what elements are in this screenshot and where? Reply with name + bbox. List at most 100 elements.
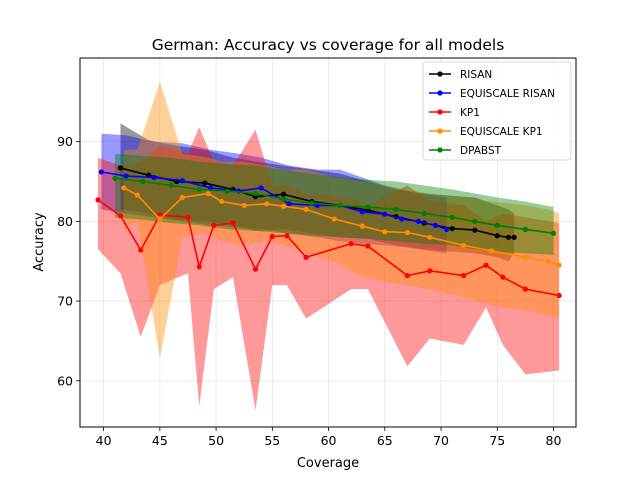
x-tick-label: 70 xyxy=(433,433,449,448)
risan-point xyxy=(202,180,208,186)
equiscale-kp1-point xyxy=(489,248,495,254)
series-lines xyxy=(95,165,562,299)
equiscale-kp1-point xyxy=(545,258,551,264)
equiscale-kp1-point xyxy=(280,203,287,209)
risan-point xyxy=(505,234,512,240)
dpabst-point xyxy=(494,222,500,228)
dpabst-point xyxy=(140,178,146,185)
equiscale-kp1-point xyxy=(241,202,247,209)
kp1-point xyxy=(95,197,101,203)
dpabst-point xyxy=(112,175,118,181)
legend-equiscale-risan-label: EQUISCALE RISAN xyxy=(460,88,555,100)
legend-equiscale-kp1-label: EQUISCALE KP1 xyxy=(460,126,543,138)
equiscale-kp1-point xyxy=(219,198,225,205)
equiscale-risan-point xyxy=(151,174,157,181)
x-tick-label: 65 xyxy=(377,433,393,448)
legend-kp1-marker xyxy=(437,109,443,115)
kp1-point xyxy=(196,264,202,270)
x-tick-label: 55 xyxy=(264,433,280,448)
x-tick-label: 45 xyxy=(152,433,168,448)
kp1-point xyxy=(483,262,489,268)
kp1-point xyxy=(500,274,506,280)
legend-equiscale-kp1-marker xyxy=(437,128,443,134)
kp1-point xyxy=(211,222,217,228)
equiscale-kp1-point xyxy=(179,194,185,201)
equiscale-kp1-point xyxy=(359,223,365,229)
dpabst-point xyxy=(550,230,557,236)
equiscale-kp1-line xyxy=(123,187,560,266)
dpabst-point xyxy=(196,186,202,193)
equiscale-kp1-point xyxy=(134,192,140,198)
kp1-point xyxy=(522,286,528,292)
risan-point xyxy=(280,191,287,197)
x-axis-ticks: 40 45 50 55 60 65 70 75 80 xyxy=(96,427,562,448)
equiscale-kp1-point xyxy=(121,185,127,191)
equiscale-kp1-point xyxy=(556,262,562,268)
equiscale-kp1-point xyxy=(331,216,337,222)
legend-kp1-label: KP1 xyxy=(460,107,480,119)
kp1-point xyxy=(556,292,562,299)
risan-point xyxy=(472,227,478,233)
equiscale-risan-line xyxy=(101,171,447,231)
kp1-point xyxy=(365,243,371,249)
dpabst-point xyxy=(224,188,230,194)
equiscale-kp1-point xyxy=(157,216,163,222)
kp1-point xyxy=(460,272,467,279)
kp1-band xyxy=(98,127,560,411)
kp1-point xyxy=(117,213,124,219)
y-axis-ticks: 60 70 80 90 xyxy=(57,134,80,388)
x-tick-label: 75 xyxy=(489,433,505,448)
kp1-point xyxy=(269,233,275,240)
plot-frame xyxy=(79,57,577,428)
x-tick-label: 80 xyxy=(546,433,562,448)
dpabst-point xyxy=(449,214,455,220)
legend: RISAN EQUISCALE RISAN KP1 EQUISCALE KP1 DPAB… xyxy=(422,61,572,161)
y-tick-label: 70 xyxy=(57,294,73,309)
equiscale-risan-point xyxy=(432,222,439,228)
kp1-point xyxy=(230,220,236,226)
dpabst-point xyxy=(522,226,528,232)
legend-risan-marker xyxy=(437,71,443,77)
risan-band xyxy=(120,123,515,262)
equiscale-kp1-point xyxy=(460,242,467,248)
dpabst-point xyxy=(309,200,315,206)
risan-point xyxy=(511,234,517,240)
equiscale-risan-point xyxy=(399,216,405,222)
equiscale-risan-point xyxy=(382,211,388,217)
kp1-point xyxy=(157,212,163,218)
x-tick-label: 50 xyxy=(208,433,224,448)
y-axis-label: Accuracy xyxy=(32,212,47,272)
x-tick-label: 60 xyxy=(321,433,337,448)
legend-dpabst-marker xyxy=(437,147,443,153)
risan-point xyxy=(494,233,500,239)
dpabst-point xyxy=(393,206,399,213)
kp1-point xyxy=(404,272,410,279)
risan-point xyxy=(117,165,124,171)
dpabst-point xyxy=(421,210,427,217)
y-tick-label: 60 xyxy=(57,373,73,388)
kp1-point xyxy=(284,233,290,239)
kp1-point xyxy=(252,266,259,272)
risan-point xyxy=(449,225,455,232)
dpabst-point xyxy=(337,202,343,209)
equiscale-risan-point xyxy=(415,218,422,224)
chart-title: German: Accuracy vs coverage for all mod… xyxy=(152,36,505,54)
equiscale-risan-point xyxy=(207,185,214,191)
dpabst-point xyxy=(252,190,259,197)
legend-dpabst-label: DPABST xyxy=(460,145,502,157)
kp1-point xyxy=(138,247,144,253)
equiscale-kp1-point xyxy=(427,234,433,240)
kp1-point xyxy=(427,268,433,274)
kp1-point xyxy=(348,241,354,247)
equiscale-risan-point xyxy=(258,185,264,191)
equiscale-risan-band xyxy=(101,133,447,254)
equiscale-kp1-point xyxy=(303,206,309,213)
dpabst-point xyxy=(472,218,478,224)
equiscale-risan-point xyxy=(98,169,104,175)
legend-box xyxy=(422,61,572,161)
dpabst-point xyxy=(365,204,371,210)
equiscale-kp1-point xyxy=(404,229,410,236)
kp1-point xyxy=(185,214,191,220)
x-axis-label: Coverage xyxy=(297,456,359,471)
